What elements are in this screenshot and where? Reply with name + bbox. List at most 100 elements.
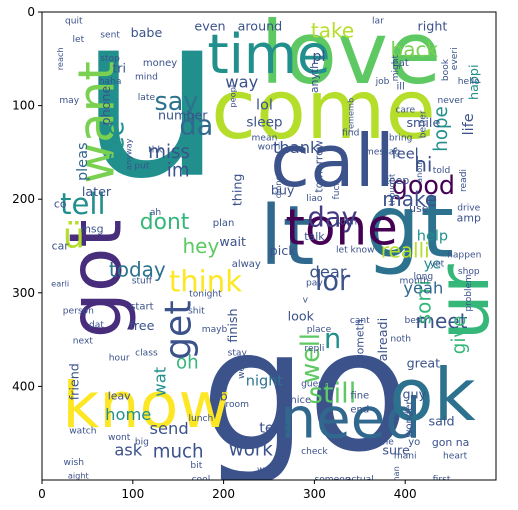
word-check: check bbox=[301, 447, 328, 457]
word-anyth: anyth bbox=[308, 62, 321, 93]
word-alway: alway bbox=[232, 259, 261, 270]
word-dont: dont bbox=[140, 210, 190, 235]
word-home: home bbox=[105, 405, 151, 424]
word-cant: cant bbox=[350, 316, 370, 326]
word-might: might bbox=[391, 54, 401, 81]
word-mind: mind bbox=[135, 73, 158, 83]
word-heart: heart bbox=[443, 452, 468, 462]
word-finish: finish bbox=[225, 308, 240, 342]
word-right: right bbox=[418, 19, 448, 34]
word-dat: dat bbox=[89, 321, 104, 331]
word-earli: earli bbox=[51, 278, 69, 288]
word-around: around bbox=[238, 19, 283, 34]
word-ya: ya bbox=[282, 363, 293, 373]
word-mayb: mayb bbox=[202, 325, 228, 335]
word-money: money bbox=[143, 58, 177, 69]
x-tick-label: 200 bbox=[212, 487, 235, 501]
word-great: great bbox=[407, 356, 441, 371]
word-msg: msg bbox=[80, 223, 103, 236]
word-late: late bbox=[138, 93, 156, 103]
x-tick-label: 400 bbox=[394, 487, 417, 501]
word-send: send bbox=[150, 419, 189, 438]
word-lunch: lunch bbox=[188, 414, 213, 424]
word-noth: noth bbox=[390, 335, 411, 345]
word-guy: guy bbox=[402, 386, 426, 401]
word-worri: worri bbox=[258, 143, 281, 153]
word-im: im bbox=[167, 161, 190, 182]
word-man: man bbox=[391, 466, 401, 484]
word-repli: repli bbox=[304, 344, 324, 354]
word-let: let bbox=[72, 35, 84, 45]
word-better: better bbox=[418, 110, 428, 138]
word-thing: thing bbox=[230, 174, 245, 207]
word-pick: pick bbox=[270, 243, 297, 258]
word-lol: lol bbox=[256, 98, 273, 114]
y-tick-label: 100 bbox=[12, 99, 35, 113]
word-well: well bbox=[295, 333, 325, 384]
word-text: text bbox=[259, 421, 288, 437]
word-bring: bring bbox=[389, 133, 413, 143]
word-haha: haha bbox=[99, 77, 122, 87]
word-talk: talk bbox=[304, 230, 325, 243]
word-soon: soon bbox=[335, 218, 357, 228]
word-hey: hey bbox=[182, 234, 219, 258]
word-life: life bbox=[461, 113, 477, 135]
word-stop: stop bbox=[100, 54, 120, 64]
word-lar: lar bbox=[372, 16, 384, 26]
x-tick-label: 0 bbox=[38, 487, 46, 501]
word-anoth: anoth bbox=[414, 159, 424, 183]
word-ill: ill bbox=[396, 81, 404, 92]
word-place: place bbox=[307, 325, 332, 335]
word-next: next bbox=[73, 336, 94, 346]
word-went: went bbox=[237, 356, 247, 379]
word-hour: hour bbox=[109, 353, 130, 363]
word-pay: pay bbox=[306, 278, 323, 288]
word-big: big bbox=[135, 438, 149, 448]
word-wait: wait bbox=[219, 234, 246, 249]
word-thk: thk bbox=[148, 146, 163, 156]
word-fine: fine bbox=[350, 390, 369, 401]
word-tomorrow: tomorrow bbox=[312, 140, 325, 192]
word-done: done bbox=[371, 438, 394, 448]
word-much: much bbox=[153, 441, 204, 462]
word-wat: wat bbox=[151, 367, 170, 397]
word-may: may bbox=[59, 96, 79, 106]
word-ah: ah bbox=[150, 208, 161, 218]
word-quit: quit bbox=[65, 16, 83, 26]
word-tonight: tonight bbox=[189, 290, 222, 300]
x-axis: 0 100 200 300 400 bbox=[38, 480, 416, 501]
word-car: car bbox=[52, 240, 70, 253]
x-tick-label: 100 bbox=[121, 487, 144, 501]
word-pleas: pleas bbox=[75, 142, 91, 181]
word-v: v bbox=[303, 295, 309, 305]
word-readi: readi bbox=[459, 169, 469, 192]
word-number: number bbox=[158, 107, 208, 122]
word-job: job bbox=[375, 77, 390, 87]
word-take: take bbox=[311, 19, 354, 43]
word-oh: oh bbox=[176, 353, 199, 374]
y-tick-label: 0 bbox=[27, 5, 35, 19]
word-wish: wish bbox=[64, 458, 84, 468]
word-thought: thought bbox=[387, 173, 397, 206]
word-room: room bbox=[225, 400, 249, 410]
word-mani: mani bbox=[394, 452, 417, 462]
word-fuck: fuck bbox=[332, 179, 342, 199]
word-later: later bbox=[82, 184, 112, 199]
word-work: work bbox=[229, 440, 273, 461]
word-give: give bbox=[449, 316, 470, 355]
word-co: co bbox=[54, 197, 67, 210]
word-watch: watch bbox=[69, 426, 96, 436]
word-free: free bbox=[129, 318, 154, 333]
word-week: week bbox=[257, 466, 282, 476]
word-babe: babe bbox=[131, 25, 163, 40]
word-look: look bbox=[288, 309, 315, 324]
word-said: said bbox=[429, 414, 455, 429]
word-leav: leav bbox=[108, 389, 131, 402]
word-phone: phone bbox=[98, 86, 113, 126]
y-axis: 0100200300400 bbox=[12, 5, 42, 393]
word-best: best bbox=[404, 316, 424, 326]
word-night: night bbox=[246, 374, 284, 390]
word-bit: bit bbox=[190, 461, 202, 471]
word-rememb: rememb bbox=[346, 98, 356, 132]
word-aight: aight bbox=[68, 470, 90, 480]
